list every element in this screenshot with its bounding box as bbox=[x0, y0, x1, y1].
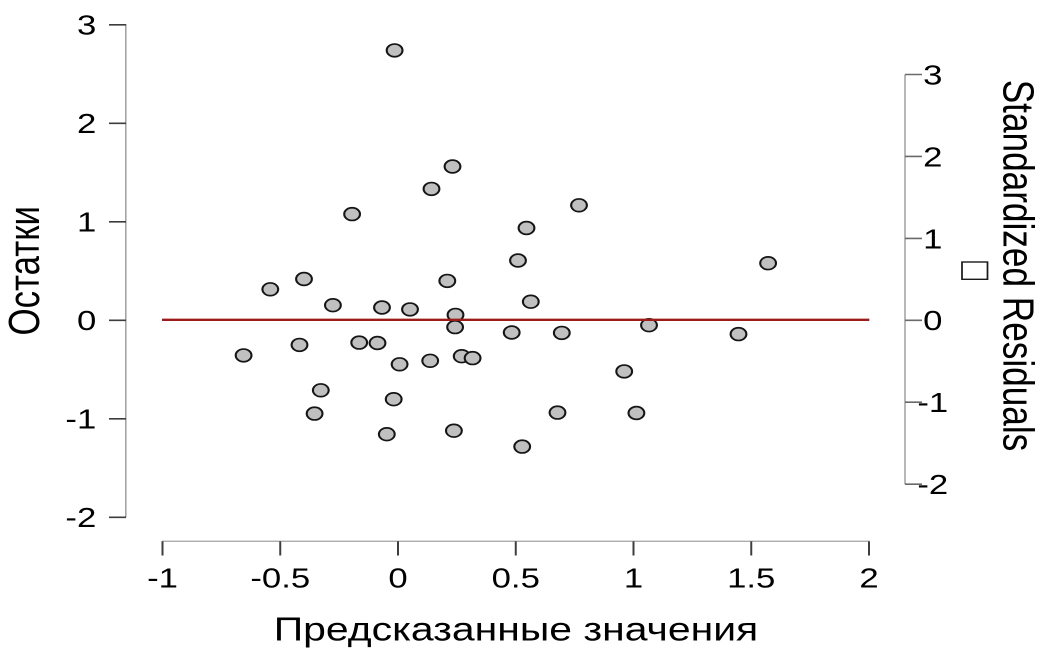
svg-text:2: 2 bbox=[923, 141, 942, 173]
svg-text:-2: -2 bbox=[917, 468, 948, 500]
svg-text:-2: -2 bbox=[65, 501, 96, 533]
svg-text:1: 1 bbox=[923, 223, 942, 255]
svg-text:Standardized Residuals: Standardized Residuals bbox=[994, 80, 1041, 452]
svg-text:0: 0 bbox=[388, 562, 407, 594]
svg-text:1.5: 1.5 bbox=[727, 562, 775, 594]
svg-text:3: 3 bbox=[923, 59, 942, 91]
svg-text:2: 2 bbox=[77, 107, 96, 139]
svg-text:Предсказанные значения: Предсказанные значения bbox=[274, 610, 758, 647]
svg-text:1: 1 bbox=[624, 562, 643, 594]
svg-text:1: 1 bbox=[77, 206, 96, 238]
svg-text:0: 0 bbox=[923, 304, 942, 336]
svg-text:-1: -1 bbox=[147, 562, 178, 594]
svg-text:3: 3 bbox=[77, 9, 96, 41]
svg-text:0: 0 bbox=[77, 304, 96, 336]
svg-text:-0.5: -0.5 bbox=[250, 562, 310, 594]
svg-text:Остатки: Остатки bbox=[0, 206, 49, 335]
svg-text:2: 2 bbox=[859, 562, 878, 594]
svg-text:0.5: 0.5 bbox=[492, 562, 540, 594]
svg-text:-1: -1 bbox=[65, 403, 96, 435]
svg-text:-1: -1 bbox=[917, 386, 948, 418]
